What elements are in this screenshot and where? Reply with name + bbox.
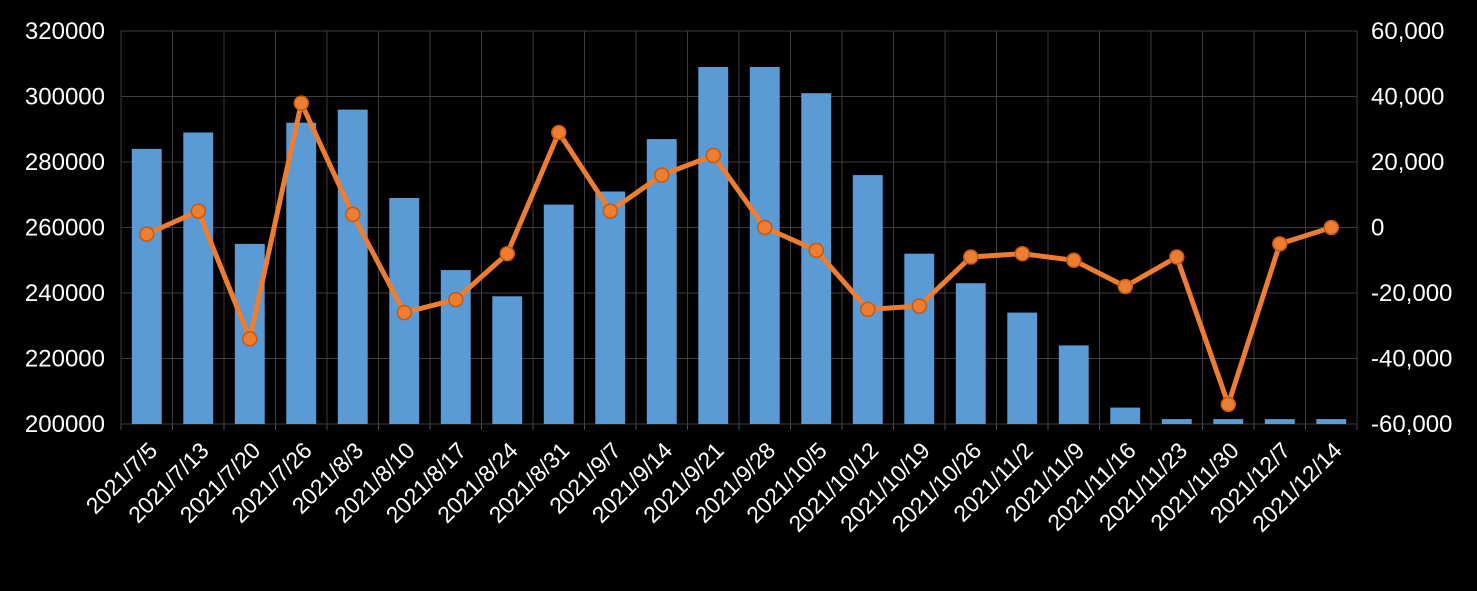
data-point-marker[interactable] bbox=[499, 245, 516, 262]
data-point-marker[interactable] bbox=[602, 203, 619, 219]
right-axis-tick: 20,000 bbox=[1371, 149, 1444, 176]
right-axis-tick: 40,000 bbox=[1371, 84, 1444, 111]
left-axis-tick: 300000 bbox=[25, 84, 105, 111]
data-point-marker[interactable] bbox=[705, 147, 722, 164]
data-point-marker[interactable] bbox=[1220, 396, 1237, 413]
data-point-marker[interactable] bbox=[757, 219, 773, 236]
line-series bbox=[144, 100, 1334, 407]
right-axis-tick: -20,000 bbox=[1371, 280, 1452, 307]
left-axis-tick: 220000 bbox=[25, 346, 105, 373]
bar[interactable] bbox=[646, 139, 677, 424]
data-point-marker[interactable] bbox=[1272, 236, 1288, 252]
bar[interactable] bbox=[955, 283, 986, 424]
data-point-marker[interactable] bbox=[1117, 278, 1134, 295]
right-axis-tick: 60,000 bbox=[1371, 18, 1444, 45]
bar[interactable] bbox=[543, 204, 574, 424]
bar[interactable] bbox=[1161, 419, 1192, 424]
data-point-marker[interactable] bbox=[1066, 252, 1082, 269]
bar[interactable] bbox=[1264, 419, 1295, 424]
data-point-marker[interactable] bbox=[1323, 219, 1340, 236]
data-point-marker[interactable] bbox=[139, 226, 155, 242]
right-axis-tick: -40,000 bbox=[1371, 346, 1452, 373]
line-markers bbox=[139, 95, 1340, 413]
bar[interactable] bbox=[595, 191, 626, 425]
data-point-marker[interactable] bbox=[808, 242, 825, 259]
data-point-marker[interactable] bbox=[448, 291, 464, 308]
bar[interactable] bbox=[286, 122, 317, 424]
data-point-marker[interactable] bbox=[1014, 245, 1031, 262]
left-axis-tick: 260000 bbox=[25, 215, 105, 242]
bar[interactable] bbox=[1110, 407, 1141, 424]
data-point-marker[interactable] bbox=[396, 304, 413, 321]
bar[interactable] bbox=[183, 132, 214, 425]
data-point-marker[interactable] bbox=[242, 331, 258, 347]
data-point-marker[interactable] bbox=[551, 124, 567, 141]
x-axis-labels: 2021/7/52021/7/132021/7/202021/7/262021/… bbox=[81, 437, 1347, 537]
bar[interactable] bbox=[131, 148, 162, 424]
right-axis-tick: 0 bbox=[1371, 215, 1384, 242]
left-axis-tick: 200000 bbox=[25, 411, 105, 438]
bar[interactable] bbox=[749, 67, 780, 424]
data-point-marker[interactable] bbox=[1169, 249, 1185, 265]
left-axis-tick: 280000 bbox=[25, 149, 105, 176]
left-axis-tick: 320000 bbox=[25, 18, 105, 45]
bar[interactable] bbox=[1007, 312, 1038, 424]
bar[interactable] bbox=[1058, 345, 1089, 424]
data-point-marker[interactable] bbox=[345, 206, 361, 223]
bar[interactable] bbox=[1316, 419, 1347, 424]
bar[interactable] bbox=[492, 296, 523, 424]
bar[interactable] bbox=[1213, 419, 1244, 424]
data-point-marker[interactable] bbox=[654, 167, 670, 183]
data-point-marker[interactable] bbox=[293, 95, 310, 111]
data-point-marker[interactable] bbox=[860, 301, 876, 318]
bar[interactable] bbox=[904, 253, 935, 424]
bar[interactable] bbox=[337, 109, 368, 424]
right-axis-tick: -60,000 bbox=[1371, 411, 1452, 438]
data-point-marker[interactable] bbox=[190, 203, 207, 219]
data-point-marker[interactable] bbox=[911, 298, 928, 314]
data-point-marker[interactable] bbox=[963, 249, 979, 265]
left-axis-tick: 240000 bbox=[25, 280, 105, 307]
bar[interactable] bbox=[698, 67, 729, 424]
